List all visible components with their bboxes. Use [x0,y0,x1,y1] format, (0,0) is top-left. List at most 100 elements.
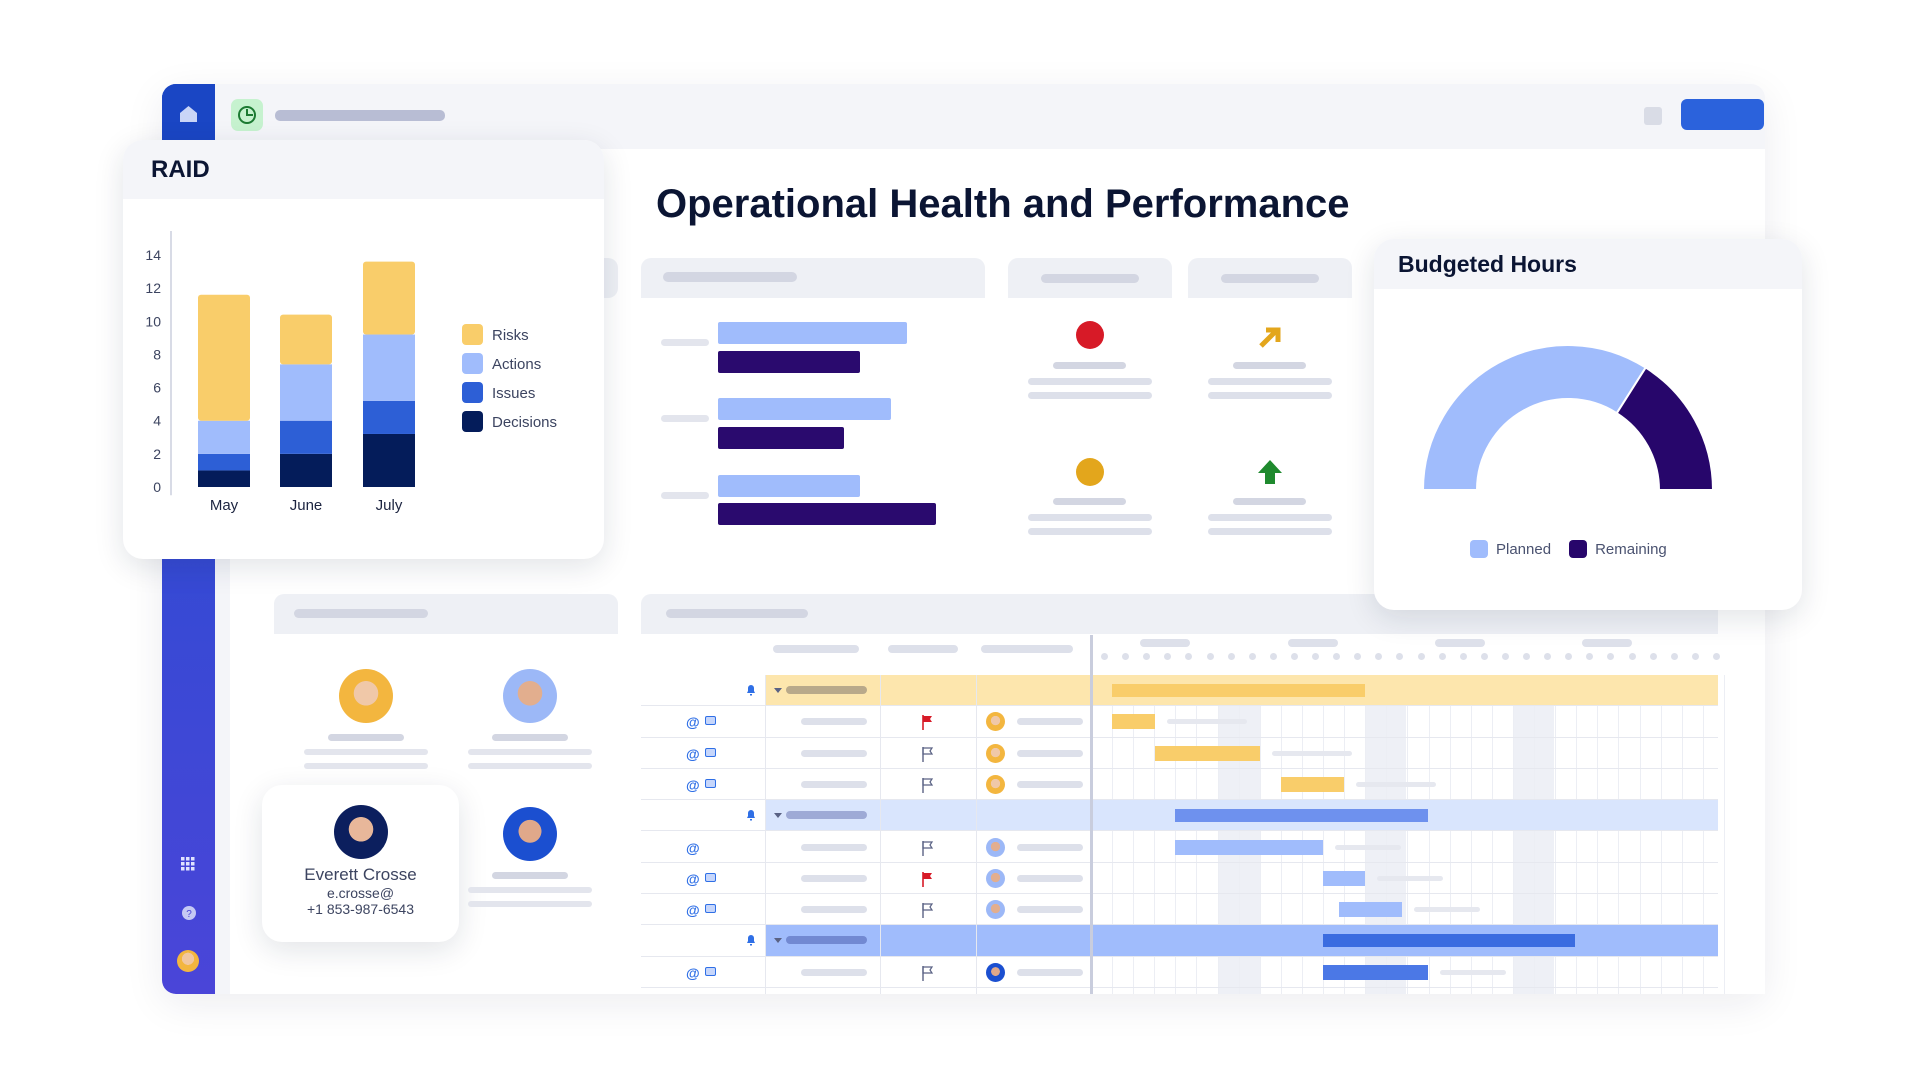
comment-icon[interactable] [705,747,716,757]
status-text-placeholder [1028,528,1152,535]
day-gridline [1154,675,1156,994]
bell-icon[interactable] [745,934,757,946]
comment-icon[interactable] [705,904,716,914]
legend-swatch [462,382,483,403]
expand-caret-icon[interactable] [774,688,782,693]
flag-icon[interactable] [921,902,935,919]
member-text-placeholder [468,763,592,769]
day-gridline [1470,675,1472,994]
clock-button[interactable] [231,99,263,131]
gantt-bar[interactable] [1112,684,1365,697]
bell-icon[interactable] [745,809,757,821]
bell-icon[interactable] [745,684,757,696]
day-dot [1248,653,1256,660]
day-dot [1691,653,1699,660]
assignee-avatar[interactable] [986,868,1005,888]
status-label-placeholder [1233,498,1306,505]
contact-phone: +1 853-987-6543 [306,901,415,917]
contact-email[interactable]: e.crosse@ [326,885,395,901]
gantt-bar[interactable] [1323,964,1428,980]
gantt-group-row[interactable] [641,675,1718,707]
gantt-bar[interactable] [1175,809,1428,823]
gantt-bar[interactable] [1281,776,1344,792]
day-dot [1417,653,1425,660]
settings-square[interactable] [1644,107,1662,125]
home-button[interactable] [162,84,215,146]
gantt-task-row[interactable]: @ [641,894,1718,926]
contact-card[interactable]: Everett Crosse e.crosse@ +1 853-987-6543 [262,785,459,942]
red-flag-icon[interactable] [921,714,935,731]
member-name-placeholder [492,734,568,741]
flag-icon[interactable] [921,777,935,793]
timeline-splitter[interactable] [1090,635,1093,994]
legend-label: Actions [492,356,541,373]
assignee-name-placeholder [1017,718,1083,726]
primary-button[interactable] [1681,99,1764,130]
gantt-task-row[interactable]: @ [641,738,1718,769]
team-member-avatar[interactable] [503,669,557,723]
help-icon[interactable]: ? [181,905,197,921]
comment-icon[interactable] [705,872,716,882]
column-header-placeholder [888,645,958,653]
task-name-placeholder [801,780,867,788]
gantt-task-row[interactable]: @ [641,863,1718,895]
paperclip-icon[interactable]: @ [686,714,700,731]
day-dot [1501,653,1509,660]
gantt-bar[interactable] [1323,870,1365,886]
assignee-avatar[interactable] [986,837,1005,857]
paperclip-icon[interactable]: @ [686,870,700,887]
assignee-name-placeholder [1017,749,1083,757]
team-member-avatar[interactable] [503,807,557,861]
column-header-placeholder [981,645,1073,653]
bar-actions [280,364,332,421]
row-label-placeholder [661,415,709,422]
day-gridline [1428,675,1430,994]
flag-icon[interactable] [921,746,935,762]
paperclip-icon[interactable]: @ [686,745,700,762]
day-gridline [1344,675,1346,994]
red-flag-icon[interactable] [921,871,935,887]
status-red-dot [1076,321,1104,349]
user-avatar[interactable] [177,950,199,972]
status-label-placeholder [1053,362,1126,369]
gantt-bar[interactable] [1339,902,1402,918]
assignee-avatar[interactable] [986,962,1005,982]
flag-icon[interactable] [921,965,935,981]
paperclip-icon[interactable]: @ [686,902,700,919]
expand-caret-icon[interactable] [774,813,782,819]
assignee-avatar[interactable] [986,774,1005,794]
y-tick-label: 4 [153,413,161,429]
paperclip-icon[interactable]: @ [686,776,700,793]
day-dot [1290,653,1298,660]
gantt-task-row[interactable]: @ [641,769,1718,801]
paperclip-icon[interactable]: @ [686,964,700,981]
gantt-bar[interactable] [1323,934,1575,948]
assignee-avatar[interactable] [986,743,1005,763]
assignee-avatar[interactable] [986,900,1005,920]
status-label-placeholder [1233,362,1306,369]
gantt-bar-label-placeholder [1414,907,1480,913]
assignee-avatar[interactable] [986,712,1005,732]
flag-icon[interactable] [921,840,935,856]
gantt-task-row[interactable]: @ [641,957,1718,988]
y-tick-label: 2 [153,446,161,462]
day-gridline [1681,675,1683,994]
gantt-task-row[interactable]: @ [641,832,1718,863]
comment-icon[interactable] [705,716,716,726]
gantt-bar[interactable] [1175,839,1323,855]
comment-icon[interactable] [705,778,716,788]
gantt-bar[interactable] [1112,714,1155,730]
paperclip-icon[interactable]: @ [686,839,700,856]
expand-caret-icon[interactable] [774,938,782,944]
team-member-avatar[interactable] [339,669,393,723]
legend-swatch [462,353,483,374]
member-text-placeholder [468,887,592,893]
grid-icon[interactable] [180,856,196,872]
comment-icon[interactable] [705,966,716,976]
day-gridline [1639,675,1641,994]
task-name-placeholder [801,968,867,976]
gantt-bar[interactable] [1155,745,1260,761]
gantt-task-row[interactable]: @ [641,706,1718,738]
day-dot [1333,653,1341,660]
day-dot [1122,653,1130,660]
